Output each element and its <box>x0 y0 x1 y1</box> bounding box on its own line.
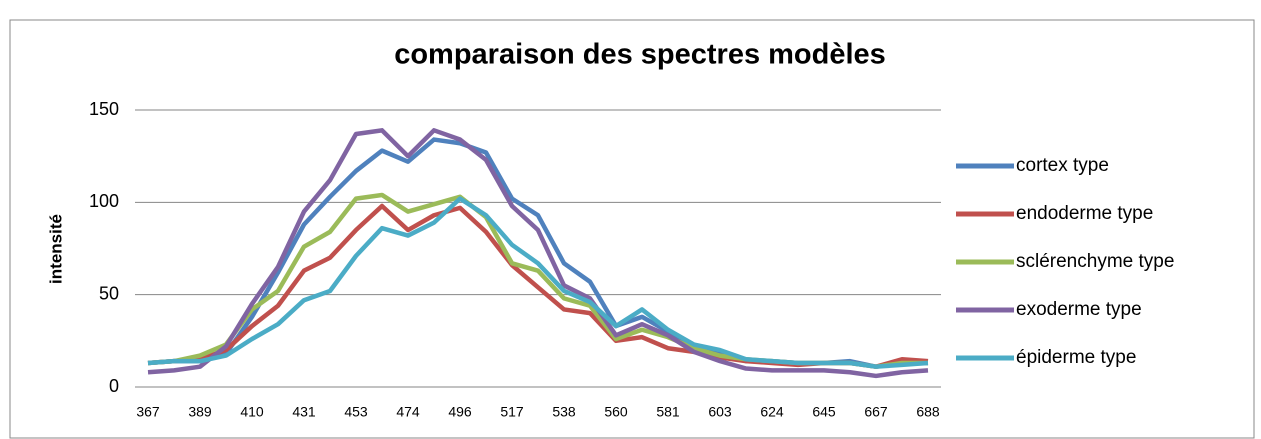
x-tick-label: 560 <box>604 404 628 420</box>
x-tick-label: 603 <box>708 404 732 420</box>
legend-label: cortex type <box>1016 155 1109 176</box>
y-axis-label: intensité <box>46 214 65 284</box>
x-tick-label: 581 <box>656 404 680 420</box>
x-tick-label: 667 <box>864 404 888 420</box>
series-line <box>147 128 929 379</box>
x-tick-label: 624 <box>760 404 784 420</box>
legend-label: exoderme type <box>1016 299 1142 320</box>
chart-title: comparaison des spectres modèles <box>394 39 886 71</box>
y-tick-label: 100 <box>89 191 119 211</box>
legend-label: sclérenchyme type <box>1016 251 1174 272</box>
x-tick-label: 474 <box>396 404 420 420</box>
chart-frame <box>9 19 1255 439</box>
x-tick-label: 431 <box>292 404 316 420</box>
x-tick-label: 410 <box>240 404 264 420</box>
x-tick-label: 453 <box>344 404 368 420</box>
y-tick-label: 0 <box>109 376 119 396</box>
legend-label: endoderme type <box>1016 203 1153 224</box>
x-tick-label: 517 <box>500 404 524 420</box>
series-line <box>147 196 929 369</box>
x-tick-label: 688 <box>916 404 940 420</box>
x-tick-label: 496 <box>448 404 472 420</box>
legend-label: épiderme type <box>1016 347 1136 368</box>
x-tick-label: 538 <box>552 404 576 420</box>
x-tick-label: 389 <box>188 404 212 420</box>
y-tick-label: 50 <box>99 283 119 303</box>
x-tick-label: 645 <box>812 404 836 420</box>
x-tick-label: 367 <box>136 404 160 420</box>
y-tick-label: 150 <box>89 99 119 119</box>
